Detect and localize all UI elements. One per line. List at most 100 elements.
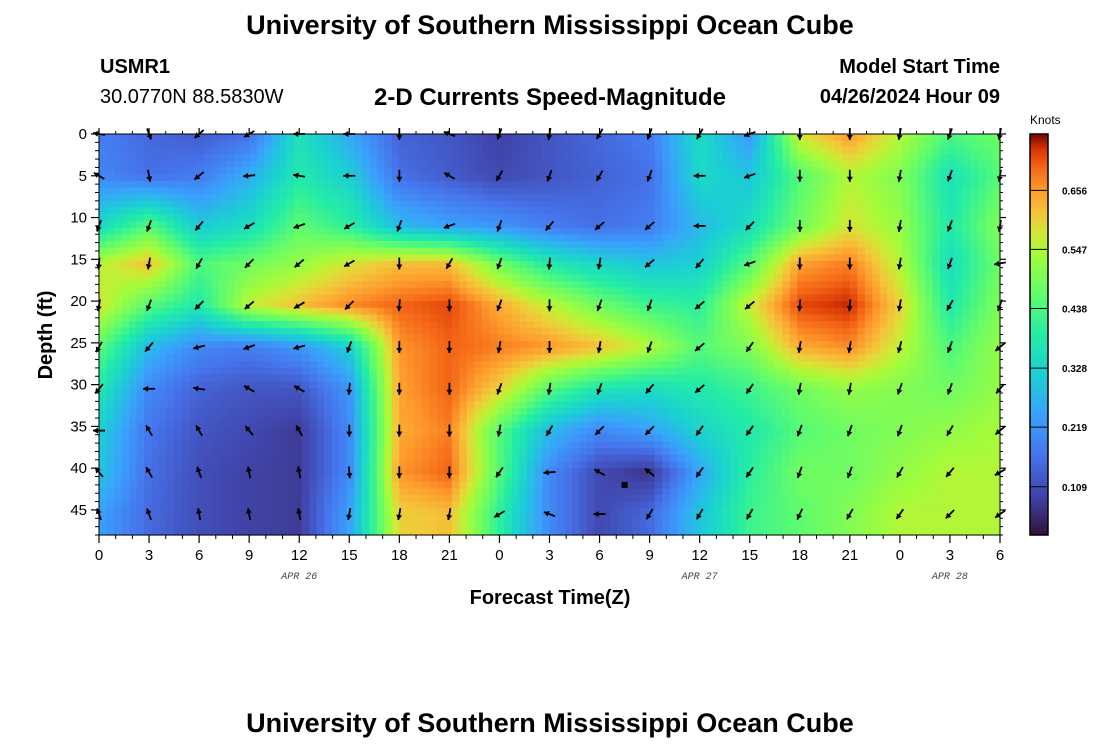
heatmap-cell [144, 387, 153, 396]
heatmap-cell [714, 354, 723, 362]
heatmap-cell [707, 160, 716, 169]
heatmap-cell [541, 408, 551, 416]
heatmap-cell [977, 240, 986, 249]
heatmap-cell [797, 160, 806, 169]
heatmap-cell [301, 174, 310, 182]
heatmap-cell [459, 260, 468, 269]
heatmap-cell [504, 294, 513, 302]
heatmap-cell [279, 207, 288, 215]
heatmap-cell [541, 401, 551, 409]
heatmap-cell [354, 387, 363, 396]
heatmap-cell [617, 247, 626, 255]
heatmap-cell [699, 301, 708, 309]
heatmap-cell [932, 154, 941, 162]
heatmap-cell [264, 394, 273, 402]
heatmap-cell [541, 354, 551, 362]
heatmap-cell [279, 194, 288, 202]
heatmap-cell [774, 301, 783, 309]
heatmap-cell [241, 180, 250, 189]
heatmap-cell [992, 321, 1001, 329]
heatmap-cell [632, 374, 641, 382]
heatmap-cell [819, 160, 828, 169]
heatmap-cell [617, 367, 626, 376]
heatmap-cell [444, 167, 453, 175]
heatmap-cell [519, 367, 528, 376]
heatmap-cell [662, 361, 671, 369]
heatmap-cell [692, 367, 701, 376]
heatmap-cell [309, 367, 318, 376]
heatmap-cell [114, 227, 123, 235]
heatmap-cell [737, 347, 746, 356]
heatmap-cell [842, 220, 851, 229]
heatmap-cell [557, 367, 566, 376]
heatmap-cell [286, 287, 295, 295]
heatmap-cell [534, 347, 543, 356]
heatmap-cell [737, 341, 746, 349]
heatmap-cell [819, 367, 828, 376]
heatmap-cell [361, 214, 370, 222]
heatmap-cell [774, 194, 783, 202]
heatmap-cell [519, 387, 528, 396]
heatmap-cell [526, 147, 536, 155]
heatmap-cell [849, 260, 858, 269]
heatmap-cell [954, 334, 964, 342]
heatmap-cell [564, 394, 573, 402]
heatmap-cell [294, 294, 303, 302]
heatmap-cell [939, 274, 949, 282]
heatmap-cell [647, 227, 656, 235]
heatmap-cell [549, 167, 558, 175]
heatmap-cell [917, 394, 926, 402]
heatmap-cell [834, 187, 843, 195]
heatmap-cell [316, 341, 325, 349]
heatmap-cell [932, 347, 941, 356]
heatmap-cell [534, 307, 543, 316]
heatmap-cell [181, 240, 190, 249]
heatmap-cell [526, 134, 536, 142]
heatmap-cell [256, 381, 265, 389]
heatmap-cell [129, 361, 138, 369]
heatmap-cell [331, 281, 340, 289]
heatmap-cell [294, 401, 303, 409]
heatmap-cell [504, 341, 513, 349]
heatmap-cell [819, 147, 828, 155]
heatmap-cell [879, 240, 888, 249]
heatmap-cell [602, 394, 611, 402]
heatmap-cell [399, 174, 408, 182]
heatmap-cell [752, 227, 761, 235]
heatmap-cell [939, 154, 949, 162]
heatmap-cell [872, 187, 881, 195]
heatmap-cell [587, 174, 596, 182]
page-title: University of Southern Mississippi Ocean… [246, 10, 854, 40]
heatmap-cell [504, 180, 513, 189]
heatmap-cell [159, 147, 168, 155]
heatmap-cell [887, 160, 896, 169]
heatmap-cell [114, 374, 123, 382]
heatmap-cell [609, 327, 618, 336]
heatmap-cell [579, 147, 588, 155]
heatmap-cell [264, 167, 273, 175]
heatmap-cell [609, 341, 618, 349]
heatmap-cell [947, 334, 956, 342]
heatmap-cell [196, 147, 205, 155]
heatmap-cell [504, 254, 513, 262]
heatmap-cell [504, 167, 513, 175]
heatmap-cell [474, 200, 483, 209]
heatmap-cell [759, 227, 768, 235]
heatmap-cell [962, 361, 971, 369]
heatmap-cell [421, 367, 430, 376]
heatmap-cell [669, 234, 678, 242]
heatmap-cell [159, 200, 168, 209]
heatmap-cell [361, 401, 370, 409]
heatmap-cell [669, 267, 678, 275]
heatmap-cell [459, 314, 468, 322]
heatmap-cell [451, 314, 460, 322]
heatmap-cell [654, 240, 663, 249]
heatmap-cell [917, 147, 926, 155]
heatmap-cell [136, 354, 145, 362]
heatmap-cell [174, 140, 183, 148]
heatmap-cell [279, 387, 288, 396]
heatmap-cell [421, 361, 430, 369]
heatmap-cell [316, 381, 325, 389]
heatmap-cell [812, 167, 821, 175]
heatmap-cell [189, 401, 198, 409]
